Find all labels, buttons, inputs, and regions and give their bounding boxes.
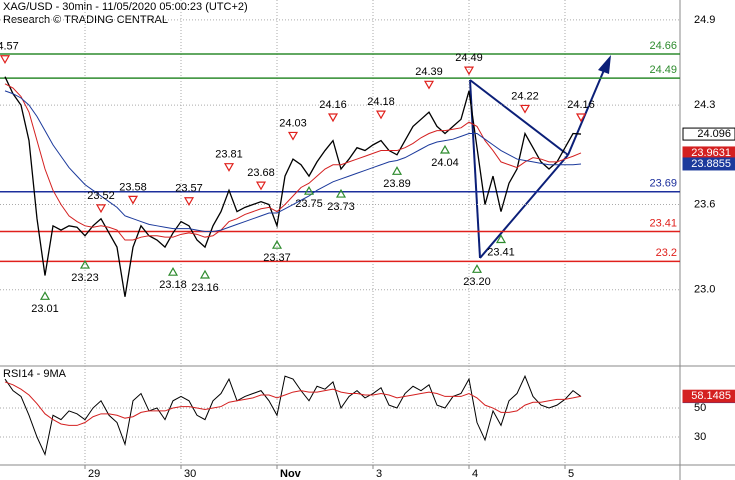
pivot-label: 23.75	[295, 198, 323, 210]
trend-line	[479, 154, 569, 259]
last-value-box	[682, 389, 735, 403]
pivot-label: 24.49	[455, 52, 483, 64]
y-tick-label: 50	[694, 402, 706, 414]
last-value-label: 23.9631	[691, 147, 731, 159]
y-tick-label: 23.6	[694, 198, 715, 210]
pivot-marker	[183, 197, 195, 206]
y-tick-label: 30	[694, 431, 706, 443]
pivot-label: 24.57	[0, 41, 19, 53]
pivot-marker	[519, 104, 531, 114]
pivot-label: 23.01	[31, 303, 59, 315]
pivot-marker	[127, 195, 139, 205]
y-tick-label: 23.0	[694, 284, 715, 296]
pivot-label: 23.16	[191, 282, 219, 294]
last-value-label: 24.096	[697, 128, 731, 140]
pivot-marker	[375, 110, 387, 120]
series-line	[4, 381, 582, 426]
pivot-label: 24.39	[415, 66, 443, 78]
x-tick-label: 5	[568, 468, 574, 480]
series-line	[4, 83, 582, 241]
x-tick-label: 4	[472, 468, 478, 480]
trend-line	[469, 79, 569, 156]
pivot-marker	[167, 266, 179, 276]
pivot-marker	[335, 188, 347, 198]
pivot-marker	[471, 264, 483, 273]
pivot-label: 24.18	[367, 96, 395, 108]
series-line	[4, 374, 582, 457]
pivot-label: 24.03	[279, 117, 307, 129]
y-tick-label: 24.3	[694, 99, 715, 111]
pivot-label: 23.73	[327, 201, 355, 213]
pivot-marker	[223, 163, 235, 172]
pivot-marker	[463, 66, 475, 76]
pivot-label: 23.89	[383, 178, 411, 190]
x-tick-label: Nov	[280, 468, 302, 480]
pivot-label: 24.16	[567, 99, 595, 111]
pivot-label: 23.18	[159, 279, 187, 291]
pivot-marker	[423, 80, 435, 90]
level-label: 23.69	[649, 178, 677, 190]
x-tick-label: 29	[88, 468, 100, 480]
pivot-marker	[95, 204, 107, 214]
pivot-marker	[271, 239, 283, 249]
pivot-marker	[439, 144, 451, 154]
level-label: 23.2	[656, 247, 677, 259]
chart-subtitle: Research © TRADING CENTRAL	[3, 14, 168, 26]
level-label: 24.66	[649, 40, 677, 52]
forecast-arrow	[567, 69, 605, 156]
pivot-marker	[327, 113, 339, 123]
pivot-marker	[255, 181, 267, 191]
pivot-label: 23.41	[487, 246, 515, 258]
arrow-head	[598, 55, 611, 74]
pivot-marker	[0, 55, 11, 64]
last-value-label: 58.1485	[691, 390, 731, 402]
pivot-marker	[391, 166, 403, 175]
pivot-label: 23.52	[87, 190, 115, 202]
pivot-marker	[199, 269, 211, 279]
pivot-marker	[495, 234, 507, 244]
series-line	[4, 90, 582, 232]
series-line	[4, 76, 582, 297]
pivot-label: 23.57	[175, 183, 203, 195]
level-label: 24.49	[649, 64, 677, 76]
pivot-marker	[303, 186, 315, 195]
pivot-label: 23.23	[71, 272, 99, 284]
pivot-label: 23.20	[463, 276, 491, 288]
pivot-label: 23.58	[119, 181, 147, 193]
pivot-marker	[575, 113, 587, 123]
x-tick-label: 30	[184, 468, 196, 480]
level-label: 23.41	[649, 217, 677, 229]
pivot-label: 24.04	[431, 157, 459, 169]
pivot-marker	[79, 259, 91, 269]
pivot-label: 24.16	[319, 99, 347, 111]
last-value-box	[682, 127, 735, 141]
pivot-label: 23.37	[263, 252, 291, 264]
pivot-marker	[39, 291, 51, 300]
chart-title: XAG/USD - 30min - 11/05/2020 05:00:23 (U…	[3, 1, 248, 13]
x-tick-label: 3	[376, 468, 382, 480]
pivot-label: 23.68	[247, 167, 275, 179]
y-tick-label: 24.9	[694, 14, 715, 26]
pivot-label: 23.81	[215, 149, 243, 161]
pivot-marker	[287, 131, 299, 141]
pivot-label: 24.22	[511, 90, 539, 102]
rsi-title: RSI14 - 9MA	[3, 368, 67, 380]
last-value-box	[682, 157, 735, 171]
last-value-label: 23.8855	[691, 158, 731, 170]
